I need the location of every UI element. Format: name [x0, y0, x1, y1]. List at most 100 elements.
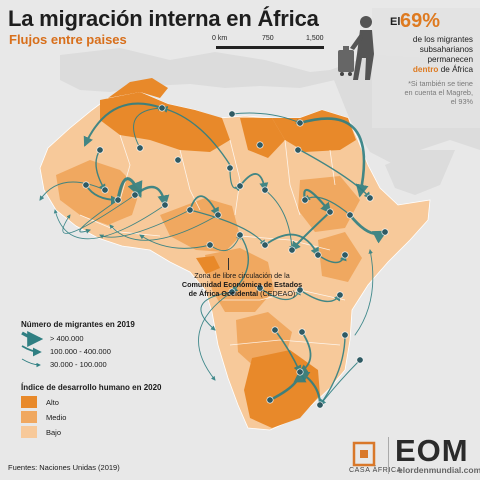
medium-hdi-regions: [56, 160, 362, 370]
legend-swatch-low: [21, 426, 37, 438]
country-node: [301, 196, 309, 204]
country-node: [341, 251, 349, 259]
legend-swatch-medium: [21, 411, 37, 423]
country-nodes: [82, 104, 389, 409]
country-node: [316, 401, 324, 409]
eom-site-label: elordenmundial.com: [398, 465, 480, 475]
legend-hdi-medium: Medio: [46, 413, 67, 422]
country-node: [261, 186, 269, 194]
country-node: [256, 141, 264, 149]
migration-flows: [39, 102, 388, 407]
migration-flow-arc: [200, 291, 233, 331]
migration-flow-arc: [274, 329, 301, 374]
country-node: [206, 241, 214, 249]
casa-africa-label: CASA ÁFRICA: [349, 467, 402, 474]
stat-accent-word: dentro: [412, 65, 439, 74]
country-node: [158, 104, 166, 112]
migration-flow-arc: [299, 149, 371, 200]
legend-hdi-title: Índice de desarrollo humano en 2020: [21, 383, 162, 392]
country-node: [228, 110, 236, 118]
stat-line-1: de los migrantes: [412, 35, 473, 44]
scale-line: [216, 46, 324, 49]
country-node: [186, 206, 194, 214]
cedeao-line-1: Zona de libre circulación de la: [194, 271, 290, 280]
country-node: [326, 208, 334, 216]
country-node: [214, 211, 222, 219]
migration-flow-arc: [139, 234, 211, 249]
country-node: [381, 228, 389, 236]
cedeao-line-3: de África Occidental: [188, 289, 259, 298]
country-node: [96, 146, 104, 154]
legend-hdi-low: Bajo: [46, 428, 62, 437]
country-node: [296, 286, 304, 294]
migrant-figure-icon: [338, 16, 374, 80]
legend-swatch-high: [21, 396, 37, 408]
country-node: [298, 328, 306, 336]
migration-flow-arc: [231, 112, 301, 124]
migration-flow-arc: [198, 291, 233, 381]
legend-flow-large: [21, 330, 44, 347]
migration-flow-arc: [39, 181, 106, 201]
country-node: [341, 331, 349, 339]
stat-line-4: dentro de África: [413, 65, 473, 74]
legend-migrants-small: 30.000 - 100.000: [50, 360, 107, 369]
country-node: [256, 284, 264, 292]
migration-flow-arc: [354, 249, 374, 336]
stat-percent: 69%: [400, 10, 441, 32]
migration-flow-arc: [230, 234, 249, 293]
legend-flow-small: [21, 358, 41, 368]
legend-migrants-medium: 100.000 - 400.000: [50, 347, 111, 356]
migration-flow-arc: [264, 233, 319, 257]
country-node: [261, 241, 269, 249]
migration-flow-arc: [133, 185, 170, 208]
stat-line-4-rest: de África: [440, 65, 473, 74]
legend-migrants-large: > 400.000: [50, 334, 84, 343]
migration-flow-arc: [133, 105, 163, 149]
legend-migrants-title: Número de migrantes en 2019: [21, 320, 135, 329]
legend-flow-medium: [21, 345, 42, 357]
stat-line-3: permanecen: [427, 55, 473, 64]
country-borders: [79, 134, 346, 346]
country-node: [228, 288, 236, 296]
migration-flow-arc: [109, 214, 219, 241]
migration-flow-arc: [116, 177, 143, 202]
migration-flow-arc: [264, 189, 295, 251]
migration-flow-arc: [189, 195, 219, 217]
scale-label-1500: 1,500: [306, 35, 324, 42]
country-node: [296, 119, 304, 127]
page-title: La migración interna en África: [8, 6, 319, 31]
migration-flow-arc: [189, 209, 266, 246]
country-node: [226, 164, 234, 172]
scale-bar: 0 km 750 1,500: [212, 35, 332, 49]
country-node: [236, 231, 244, 239]
migration-flow-arc: [319, 334, 346, 407]
legend-flow-symbols: [21, 330, 44, 368]
migration-flow-arc: [99, 209, 191, 239]
country-node: [266, 396, 274, 404]
country-node: [114, 196, 122, 204]
country-node: [236, 182, 244, 190]
country-node: [174, 156, 182, 164]
stat-prefix: El: [390, 16, 401, 28]
migration-flow-arc: [298, 117, 369, 198]
cedeao-pointer: [228, 258, 229, 270]
migration-flow-arc: [79, 199, 119, 234]
sources-note: Fuentes: Naciones Unidas (2019): [8, 463, 120, 472]
migration-flow-arc: [53, 204, 166, 240]
country-node: [294, 146, 302, 154]
country-node: [161, 201, 169, 209]
country-node: [346, 211, 354, 219]
migration-flow-arc: [239, 173, 269, 192]
country-node: [296, 368, 304, 376]
scale-label-750: 750: [262, 35, 274, 42]
stat-note-1: *Si también se tiene: [408, 79, 473, 88]
eom-logo: EOM: [395, 433, 469, 468]
migration-flow-arc: [160, 106, 231, 166]
cedeao-line-3-rest: (CEDEAO): [260, 289, 296, 298]
stat-note-2: en cuenta el Magreb,: [404, 88, 473, 97]
stat-note-3: el 93%: [450, 97, 473, 106]
country-node: [356, 356, 364, 364]
cedeao-annotation: Zona de libre circulación de la Comunida…: [152, 271, 332, 298]
country-node: [271, 326, 279, 334]
